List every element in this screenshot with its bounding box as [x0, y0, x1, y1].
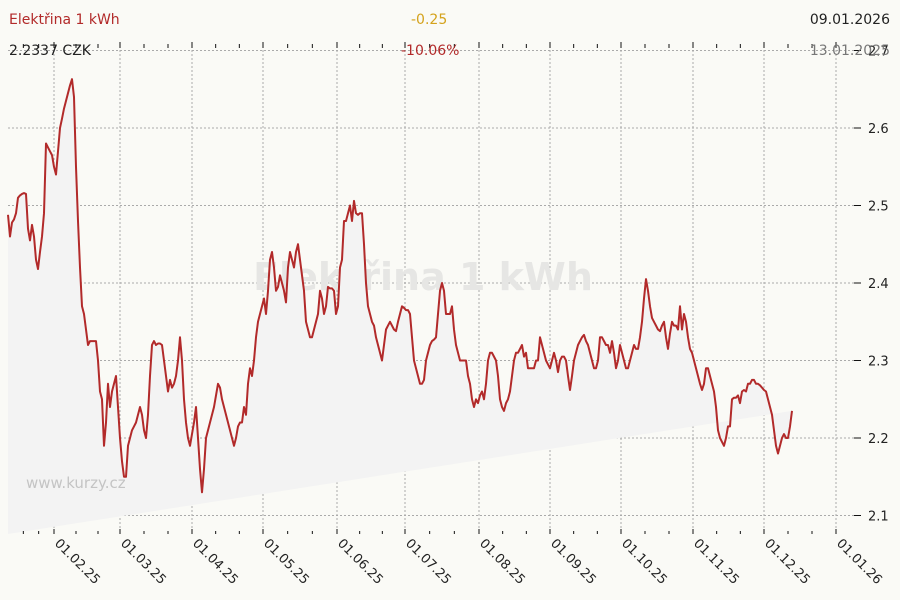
x-tick-label: 01.08.25 [476, 536, 528, 588]
x-tick-label: 01.03.25 [117, 536, 169, 588]
y-tick-label: 2.3 [868, 355, 889, 370]
y-tick-label: 2.6 [868, 122, 889, 137]
y-tick-label: 2.7 [868, 45, 889, 60]
x-tick-label: 01.02.25 [51, 536, 103, 588]
x-tick-label: 01.05.25 [260, 536, 312, 588]
absolute-change: -0.25 [411, 12, 448, 28]
x-tick-label: 01.06.25 [334, 536, 386, 588]
percent-change: -10.06% [401, 43, 460, 59]
current-date: 09.01.2026 [809, 12, 890, 28]
x-tick-label: 01.04.25 [189, 536, 241, 588]
x-tick-label: 01.01.26 [833, 536, 885, 588]
x-tick-label: 01.12.25 [761, 536, 813, 588]
y-tick-label: 2.2 [868, 432, 889, 447]
watermark-site: www.kurzy.cz [26, 474, 126, 492]
x-tick-label: 01.07.25 [402, 536, 454, 588]
current-price: 2.2337 CZK [9, 43, 91, 59]
x-tick-label: 01.09.25 [547, 536, 599, 588]
x-tick-label: 01.10.25 [618, 536, 670, 588]
instrument-title: Elektřina 1 kWh [9, 12, 120, 28]
y-axis: 2.7 2.6 2.5 2.4 2.3 2.2 2.1 [854, 45, 889, 525]
y-tick-label: 2.5 [868, 200, 889, 215]
price-area [8, 79, 792, 534]
watermark-title: Elektřina 1 kWh [253, 255, 593, 299]
x-tick-label: 01.11.25 [690, 536, 742, 588]
start-date: 13.01.2025 [809, 43, 890, 59]
y-tick-label: 2.4 [868, 277, 889, 292]
price-line [7, 78, 793, 494]
y-tick-label: 2.1 [868, 510, 889, 525]
